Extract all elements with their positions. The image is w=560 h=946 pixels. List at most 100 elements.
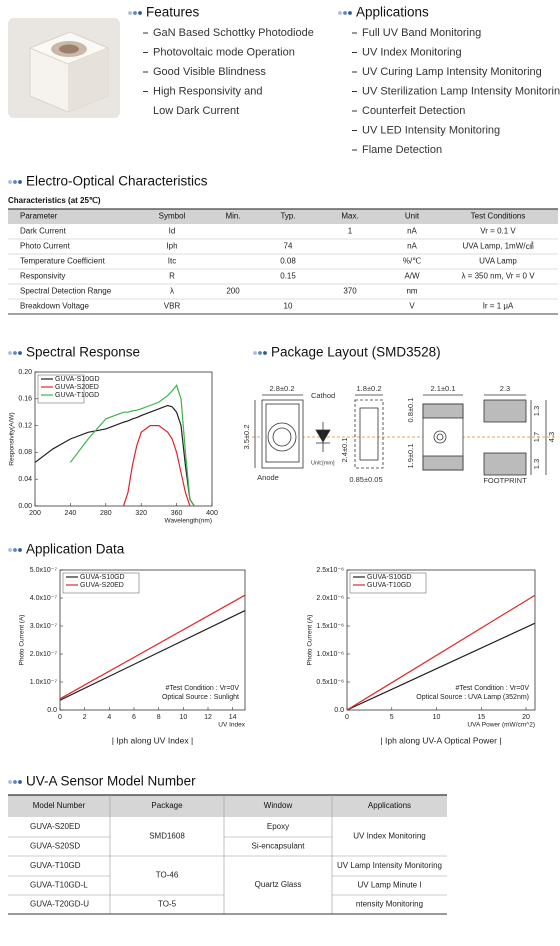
table-header: Unit	[405, 212, 420, 221]
section-title: Application Data	[26, 542, 125, 557]
dimension: 1.8±0.2	[357, 384, 382, 393]
table-header: Package	[151, 801, 183, 810]
y-axis-label: Responsivity(A/W)	[9, 412, 16, 465]
legend-box	[37, 374, 85, 404]
feature-item: Photovoltaic mode Operation	[153, 46, 295, 58]
application-item: UV Index Monitoring	[362, 46, 462, 58]
table-cell: %/℃	[403, 257, 421, 266]
y-tick-label: 4.0x10⁻⁷	[30, 595, 58, 602]
y-tick-label: 2.0x10⁻⁷	[30, 651, 58, 658]
section-title: Features	[146, 5, 200, 20]
bullet	[258, 351, 262, 355]
bullet	[8, 351, 12, 355]
bullet	[18, 548, 22, 552]
plot-frame	[346, 569, 536, 711]
table-cell: nA	[407, 227, 417, 236]
table-cell: UV Lamp Minute I	[357, 881, 421, 890]
table-cell: Id	[169, 227, 176, 236]
bullet	[343, 11, 347, 15]
x-tick-label: 10	[179, 714, 187, 721]
table-cell: GUVA-S20SD	[30, 842, 80, 851]
y-tick-label: 0.0	[47, 707, 57, 714]
table-cell: GUVA-T10GD	[30, 861, 81, 870]
table-cell: nm	[406, 287, 417, 296]
table-cell: GUVA-T20GD-U	[30, 900, 89, 909]
x-axis-label: Wavelength(nm)	[165, 518, 212, 525]
bullet	[13, 548, 17, 552]
x-tick-label: 15	[477, 714, 485, 721]
legend-box	[349, 572, 427, 594]
table-header-bg	[8, 209, 558, 224]
table-header: Test Conditions	[471, 212, 526, 221]
table-cell: SMD1608	[149, 832, 185, 841]
table-cell: Temperature Coefficient	[20, 257, 106, 266]
legend-label: GUVA-T10GD	[55, 392, 99, 399]
table-cell: R	[169, 272, 175, 281]
x-tick-label: 12	[204, 714, 212, 721]
application-item: Flame Detection	[362, 144, 442, 156]
dimension: 2.1±0.1	[431, 384, 456, 393]
table-cell: 1	[348, 227, 353, 236]
x-tick-label: 20	[522, 714, 530, 721]
x-tick-label: 320	[135, 510, 147, 517]
bullet	[8, 548, 12, 552]
y-tick-label: 1.0x10⁻⁶	[316, 651, 344, 658]
section-title: Applications	[356, 5, 429, 20]
table-cell: UV Index Monitoring	[353, 832, 425, 841]
table-header: Window	[264, 801, 293, 810]
footprint-label: FOOTPRINT	[483, 476, 527, 485]
table-cell: λ	[170, 287, 174, 296]
package-labels: 2.8±0.2 Cathod 1.8±0.2 2.1±0.1 2.3 3.5±0…	[242, 384, 556, 485]
chart-caption: | Iph along UV Index |	[112, 735, 193, 745]
table-cell: Ir = 1 μA	[483, 302, 514, 311]
table-cell: ntensity Monitoring	[356, 900, 423, 909]
dimension: 4.3	[547, 432, 556, 442]
y-tick-label: 0.00	[18, 503, 32, 510]
annotation: Optical Source : Sunlight	[162, 694, 239, 701]
table-cell: UVA Lamp, 1mW/㎠	[463, 242, 534, 251]
bullet	[18, 180, 22, 184]
table-cell: 74	[284, 242, 293, 251]
series-line	[59, 610, 246, 701]
table-cell: VBR	[164, 302, 181, 311]
product-photo	[8, 18, 120, 118]
y-tick-label: 0.0	[334, 707, 344, 714]
section-title: Electro-Optical Characteristics	[26, 174, 208, 189]
bullet	[8, 180, 12, 184]
table-header: Applications	[368, 801, 411, 810]
legend-label: GUVA-S10GD	[55, 376, 100, 383]
series-line	[34, 404, 195, 507]
bullet	[13, 351, 17, 355]
pin-label: Anode	[257, 473, 279, 482]
y-tick-label: 0.08	[18, 449, 32, 456]
annotation: #Test Condition : Vr=0V	[166, 685, 240, 692]
table-cell: GUVA-S20ED	[30, 822, 80, 831]
x-tick-label: 0	[345, 714, 349, 721]
x-tick-label: 2	[83, 714, 87, 721]
table-cell: GUVA-T10GD-L	[30, 881, 88, 890]
table-header: Min.	[225, 212, 240, 221]
feature-item: Low Dark Current	[153, 105, 239, 117]
legend-box	[62, 572, 140, 594]
y-tick-label: 1.0x10⁻⁷	[30, 679, 58, 686]
table-cell: λ = 350 nm, Vr = 0 V	[461, 272, 535, 281]
y-tick-label: 1.5x10⁻⁶	[316, 623, 344, 630]
bullet	[263, 351, 267, 355]
table-header: Symbol	[159, 212, 186, 221]
bullet	[13, 180, 17, 184]
table-cell: Spectral Detection Range	[20, 287, 112, 296]
table-cell: Dark Current	[20, 227, 67, 236]
application-item: Counterfeit Detection	[362, 105, 465, 117]
table-header: Max.	[341, 212, 358, 221]
application-item: UV Curing Lamp Intensity Monitoring	[362, 66, 542, 78]
table-cell: Responsivity	[20, 272, 65, 281]
table-cell: UV Lamp Intensity Monitoring	[337, 861, 442, 870]
x-tick-label: 5	[390, 714, 394, 721]
table-cell: 0.08	[280, 257, 296, 266]
table-header-bg	[8, 795, 447, 817]
dimension: 0.85±0.05	[349, 475, 382, 484]
feature-item: High Responsivity and	[153, 85, 262, 97]
application-item: UV LED Intensity Monitoring	[362, 124, 500, 136]
